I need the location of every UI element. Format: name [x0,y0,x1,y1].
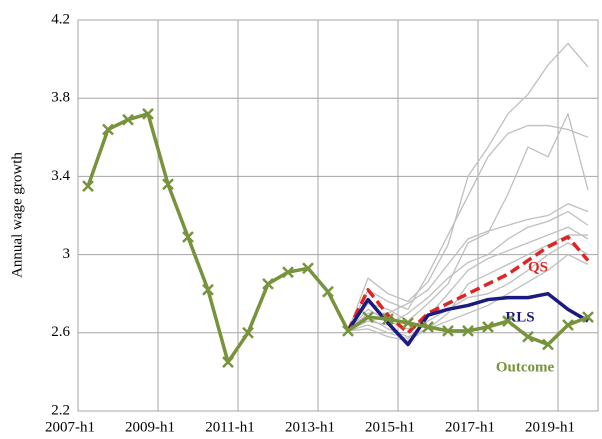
marker [82,180,94,193]
marker [242,326,254,339]
x-tick-label: 2007-h1 [45,419,95,435]
x-tick-label: 2017-h1 [445,419,495,435]
marker [502,315,514,327]
series-label: QS [528,259,548,275]
x-tick-label: 2015-h1 [365,419,415,435]
marker [362,311,374,324]
y-tick-label: 3 [63,246,71,262]
marker [102,123,114,136]
marker [522,330,534,343]
marker [262,278,274,290]
y-tick-label: 4.2 [51,11,70,27]
x-tick-label: 2019-h1 [525,419,575,435]
marker [182,231,194,243]
marker [382,313,394,325]
series-line [86,112,589,364]
y-tick-label: 2.2 [51,402,70,418]
x-tick-label: 2009-h1 [125,419,175,435]
marker [202,283,214,296]
marker [402,317,414,329]
y-axis-label: Annual wage growth [9,152,25,278]
marker [282,266,294,279]
x-tick-label: 2013-h1 [285,419,335,435]
marker [482,321,494,333]
series-line [347,42,589,332]
marker [162,178,174,191]
marker [322,285,334,298]
series-label: RLS [505,309,534,325]
marker [582,311,594,324]
x-tick-label: 2011-h1 [205,419,254,435]
y-tick-label: 2.6 [51,324,70,340]
marker [222,356,234,369]
series-line [346,235,590,335]
marker [302,262,314,275]
series-line [347,113,589,332]
plot-frame [77,19,599,412]
series-line [347,242,589,340]
marker [462,324,474,337]
series-label: Outcome [496,359,555,375]
marker [142,107,154,120]
marker [542,338,554,351]
marker [442,324,454,337]
series-line [347,234,588,338]
series-line [347,124,589,332]
y-tick-label: 3.8 [51,90,70,106]
series-line [346,291,589,347]
series-line [347,253,589,342]
marker [422,321,434,333]
marker [562,319,574,331]
marker [342,324,354,337]
marker [122,113,134,126]
y-tick-label: 3.4 [51,168,70,184]
